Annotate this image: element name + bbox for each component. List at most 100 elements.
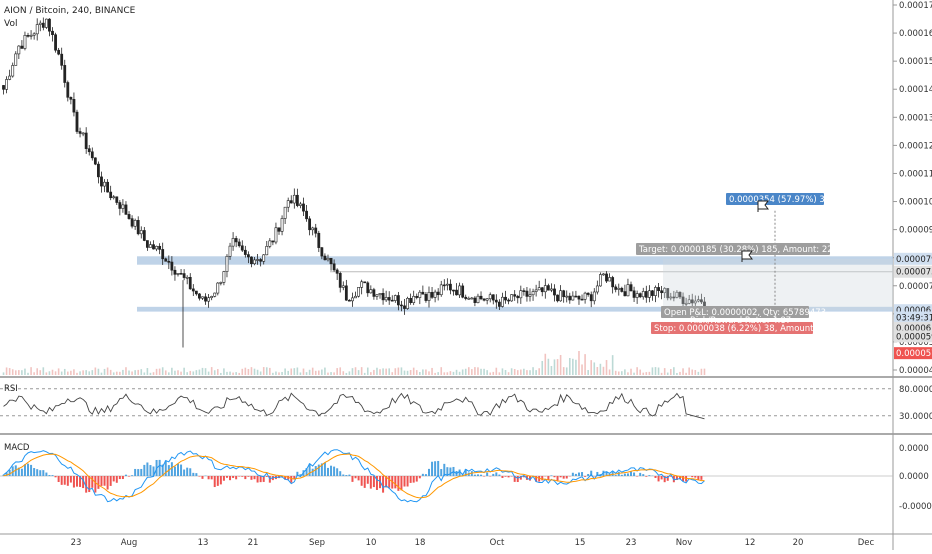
volume-bar bbox=[541, 361, 543, 375]
volume-bar bbox=[220, 373, 222, 375]
macd-hist-bar bbox=[159, 460, 161, 476]
volume-bar bbox=[557, 359, 559, 375]
volume-bar bbox=[379, 369, 381, 375]
volume-bar bbox=[584, 354, 586, 375]
volume-bar bbox=[578, 351, 580, 375]
volume-bar bbox=[159, 369, 161, 375]
macd-hist-bar bbox=[422, 474, 424, 476]
volume-bar bbox=[554, 359, 556, 375]
candle-body bbox=[504, 297, 506, 300]
axis-label: 0.0000700 bbox=[899, 282, 932, 292]
volume-bar bbox=[701, 369, 703, 375]
candle-body bbox=[54, 35, 56, 51]
volume-bar bbox=[603, 367, 605, 375]
candle-body bbox=[605, 274, 607, 281]
candle-body bbox=[443, 285, 445, 286]
volume-bar bbox=[673, 367, 675, 375]
macd-hist-bar bbox=[223, 476, 225, 481]
macd-hist-bar bbox=[336, 468, 338, 476]
candle-body bbox=[483, 299, 485, 300]
volume-bar bbox=[177, 370, 179, 375]
candle-body bbox=[174, 270, 176, 274]
volume-bar bbox=[646, 372, 648, 375]
macd-hist-bar bbox=[394, 476, 396, 488]
volume-bar bbox=[88, 371, 90, 375]
macd-hist-bar bbox=[339, 471, 341, 476]
macd-hist-bar bbox=[64, 476, 66, 485]
volume-bar bbox=[636, 367, 638, 375]
volume-bar bbox=[330, 372, 332, 375]
volume-bar bbox=[404, 371, 406, 375]
candle-body bbox=[128, 214, 130, 218]
volume-bar bbox=[520, 370, 522, 375]
macd-hist-bar bbox=[367, 476, 369, 484]
volume-bar bbox=[254, 369, 256, 375]
candle-body bbox=[226, 256, 228, 271]
volume-bar bbox=[82, 370, 84, 375]
volume-bar bbox=[214, 370, 216, 375]
candle-body bbox=[97, 164, 99, 177]
candle-body bbox=[621, 288, 623, 291]
volume-bar bbox=[61, 372, 63, 375]
price-axis[interactable]: 0.00017000.00016000.00015000.00014000.00… bbox=[893, 1, 932, 376]
macd-hist-bar bbox=[211, 476, 213, 479]
volume-bar bbox=[287, 371, 289, 375]
candle-body bbox=[165, 259, 167, 261]
volume-bar bbox=[459, 372, 461, 375]
volume-bar bbox=[183, 368, 185, 375]
candle-body bbox=[599, 275, 601, 286]
candle-body bbox=[24, 35, 26, 48]
candle-body bbox=[495, 300, 497, 302]
axis-label: 0.0001200 bbox=[899, 141, 932, 151]
volume-bar bbox=[229, 372, 231, 375]
candle-body bbox=[256, 259, 258, 260]
macd-hist-bar bbox=[407, 476, 409, 487]
volume-bar bbox=[140, 369, 142, 375]
volume-bar bbox=[630, 369, 632, 375]
volume-bar bbox=[627, 372, 629, 375]
candle-body bbox=[48, 19, 50, 31]
volume-bar bbox=[12, 369, 14, 375]
volume-bar bbox=[447, 372, 449, 375]
volume-title: Vol bbox=[4, 19, 17, 29]
macd-hist-bar bbox=[91, 476, 93, 488]
volume-bar bbox=[269, 368, 271, 375]
volume-bar bbox=[453, 372, 455, 375]
volume-bar bbox=[652, 367, 654, 375]
volume-bar bbox=[73, 369, 75, 375]
macd-hist-bar bbox=[250, 476, 252, 480]
macd-hist-bar bbox=[382, 476, 384, 493]
macd-pane: 0.00000.0000-0.0000 bbox=[0, 444, 932, 512]
trade-tool[interactable]: Target: 0.0000185 (30.28%) 185, Amount: … bbox=[636, 193, 893, 334]
macd-title: MACD bbox=[4, 443, 30, 453]
time-label: 20 bbox=[793, 538, 804, 548]
macd-hist-bar bbox=[125, 475, 127, 476]
candle-body bbox=[612, 277, 614, 286]
candle-body bbox=[550, 289, 552, 290]
candle-body bbox=[275, 228, 277, 242]
candle-body bbox=[544, 286, 546, 292]
macd-hist-bar bbox=[498, 475, 500, 476]
candle-body bbox=[572, 296, 574, 300]
candle-body bbox=[281, 218, 283, 231]
volume-bar bbox=[64, 369, 66, 375]
candle-body bbox=[110, 192, 112, 198]
candle-body bbox=[590, 295, 592, 301]
candle-body bbox=[455, 290, 457, 295]
volume-bar bbox=[551, 366, 553, 375]
flag-label: 0.0000354 (57.97%) 354 bbox=[729, 195, 836, 205]
candle-body bbox=[400, 305, 402, 306]
volume-bar bbox=[352, 368, 354, 375]
candle-body bbox=[125, 205, 127, 215]
candle-body bbox=[241, 246, 243, 250]
axis-label: 0.0001100 bbox=[899, 169, 932, 179]
volume-bar bbox=[248, 369, 250, 375]
macd-hist-bar bbox=[373, 476, 375, 487]
candle-body bbox=[217, 283, 219, 293]
macd-hist-bar bbox=[648, 475, 650, 476]
macd-hist-bar bbox=[550, 475, 552, 476]
candle-body bbox=[532, 292, 534, 295]
